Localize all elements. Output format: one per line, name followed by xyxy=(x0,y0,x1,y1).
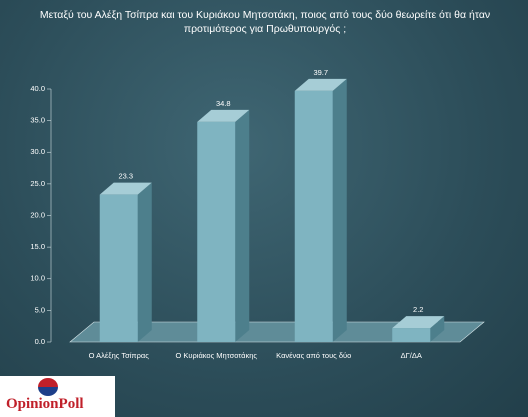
x-tick-label: Ο Κυριάκος Μητσοτάκης xyxy=(175,351,257,360)
value-label: 34.8 xyxy=(216,99,231,108)
value-label: 23.3 xyxy=(118,172,133,181)
bar xyxy=(99,194,138,342)
value-label: 39.7 xyxy=(313,68,328,77)
y-tick-label: 25.0 xyxy=(30,179,45,188)
y-tick-label: 15.0 xyxy=(30,242,45,251)
bar xyxy=(294,90,333,343)
y-tick-label: 10.0 xyxy=(30,274,45,283)
bar-top xyxy=(294,78,347,91)
bar-side xyxy=(235,109,250,342)
logo-icon xyxy=(38,378,58,396)
value-label: 2.2 xyxy=(413,305,423,314)
y-tick-label: 5.0 xyxy=(35,305,45,314)
bar-top xyxy=(197,109,250,122)
bar-side xyxy=(137,182,152,342)
bar xyxy=(392,328,431,342)
bar-top xyxy=(392,316,445,329)
y-tick-label: 20.0 xyxy=(30,210,45,219)
bar-top xyxy=(99,182,152,195)
chart-title: Μεταξύ του Αλέξη Τσίπρα και του Κυριάκου… xyxy=(39,9,491,35)
bar-side xyxy=(430,316,445,342)
y-tick-label: 40.0 xyxy=(30,84,45,93)
logo-text: OpinionPoll xyxy=(6,396,84,412)
y-tick-label: 30.0 xyxy=(30,147,45,156)
x-tick-label: Κανένας από τους δύο xyxy=(276,351,351,360)
bar-side xyxy=(332,78,347,343)
x-tick-label: ΔΓ/ΔΑ xyxy=(401,351,422,360)
x-tick-label: Ο Αλέξης Τσίπρας xyxy=(89,351,150,360)
bar xyxy=(197,121,236,342)
logo: OpinionPoll xyxy=(0,376,115,417)
y-tick-label: 0.0 xyxy=(35,337,45,346)
y-tick-label: 35.0 xyxy=(30,116,45,125)
